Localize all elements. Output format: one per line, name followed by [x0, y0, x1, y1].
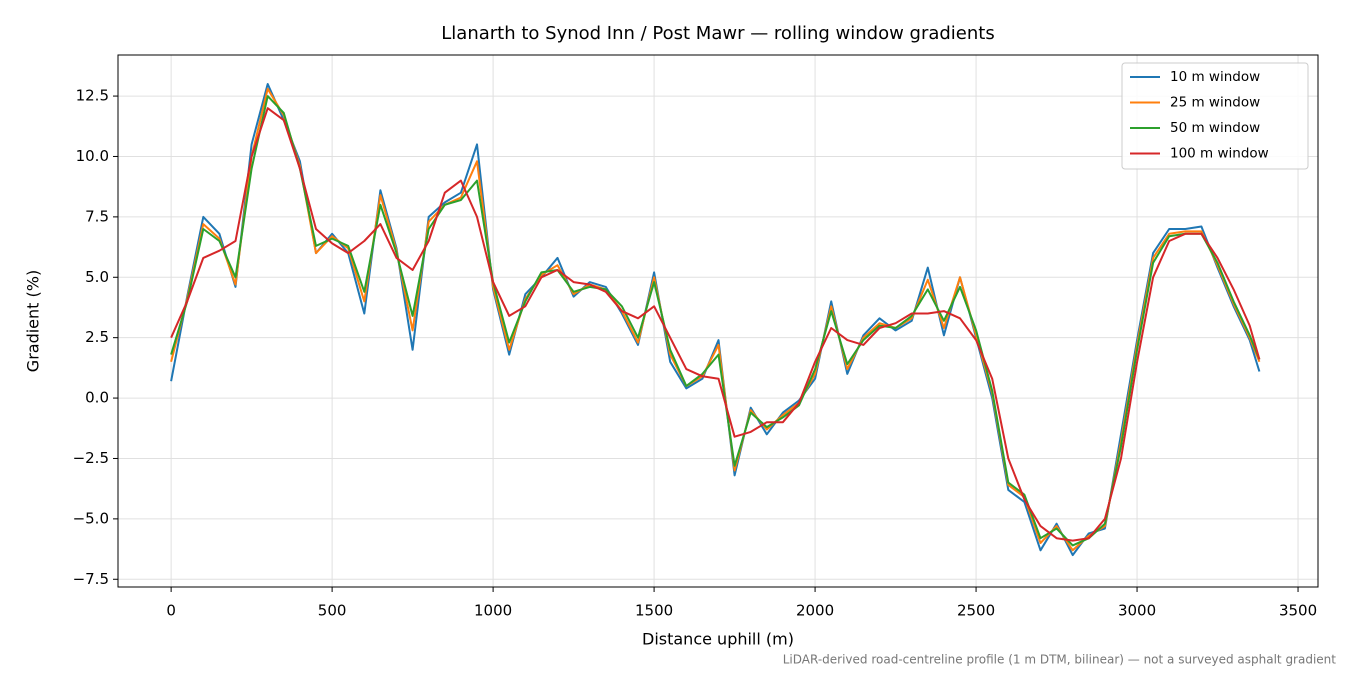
legend-label: 10 m window: [1170, 69, 1260, 85]
y-tick-label: 0.0: [85, 389, 109, 407]
x-tick-label: 2500: [957, 602, 995, 620]
x-axis-label: Distance uphill (m): [642, 630, 794, 649]
y-tick-label: −7.5: [73, 570, 109, 588]
y-tick-label: −2.5: [73, 449, 109, 467]
y-tick-label: 12.5: [76, 87, 109, 105]
series-line: [170, 107, 1261, 542]
x-tick-label: 1000: [474, 602, 512, 620]
x-tick-label: 2000: [796, 602, 834, 620]
legend-label: 25 m window: [1170, 95, 1260, 111]
footnote: LiDAR-derived road-centreline profile (1…: [783, 653, 1337, 667]
legend-label: 100 m window: [1170, 146, 1269, 162]
x-tick-label: 500: [318, 602, 347, 620]
axes-frame: [117, 54, 1319, 588]
x-tick-label: 1500: [635, 602, 673, 620]
y-tick-label: −5.0: [73, 509, 109, 527]
series-line: [170, 95, 1261, 547]
y-axis-label: Gradient (%): [24, 270, 43, 372]
series-line: [170, 83, 1261, 557]
x-tick-label: 0: [166, 602, 176, 620]
chart-title: Llanarth to Synod Inn / Post Mawr — roll…: [441, 23, 994, 44]
y-tick-label: 10.0: [76, 147, 109, 165]
y-tick-label: 2.5: [85, 328, 109, 346]
series-line: [170, 87, 1261, 552]
legend-box: [1121, 62, 1309, 170]
y-tick-label: 5.0: [85, 268, 109, 286]
x-tick-label: 3500: [1279, 602, 1317, 620]
legend-label: 50 m window: [1170, 120, 1260, 136]
x-tick-label: 3000: [1118, 602, 1156, 620]
y-tick-label: 7.5: [85, 207, 109, 225]
